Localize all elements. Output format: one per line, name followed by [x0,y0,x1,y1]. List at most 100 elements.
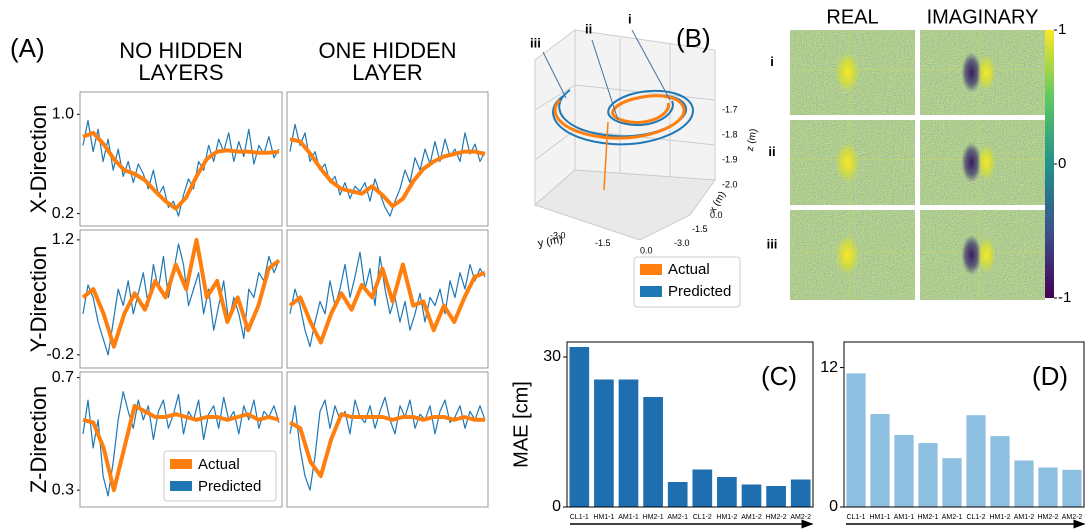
row-label: ii [768,144,775,159]
legend-label: Predicted [668,283,731,300]
bar [594,380,614,508]
x-tick-label: HM2-1 [643,514,664,521]
x-tick-label: HM2-1 [917,514,938,521]
bar [918,443,937,507]
x-tick-label: HM2-2 [1037,514,1058,521]
bar [846,373,865,507]
colorbar-tick-label: 1 [1058,21,1066,38]
row-label: Y-Direction [26,246,51,353]
x-tick-label: HM1-2 [989,514,1010,521]
blob [836,235,860,275]
bar [870,414,889,507]
x-tick-label: CL1-2 [966,514,985,521]
tick-label-3d: -1.5 [595,238,611,248]
x-tick-label: AM1-1 [618,514,639,521]
bar [1062,470,1081,507]
x-tick-label: CL1-1 [570,514,589,521]
y-tick-label: 0.7 [52,369,74,386]
bar [742,485,762,508]
y-tick-label: 30 [543,348,561,365]
tick-label-3d: -1.8 [722,129,738,139]
tick-label-3d: -1.9 [722,154,738,164]
column-header: LAYER [352,60,423,85]
bar [717,477,737,507]
legend-swatch [170,459,192,469]
y-axis-label: MAE [cm] [510,381,532,468]
figure: (A)NO HIDDENLAYERSONE HIDDENLAYERX-Direc… [0,0,1086,529]
blob [978,55,996,91]
panel-label: (A) [10,33,45,63]
bar [766,486,786,507]
legend-label: Actual [668,261,710,278]
x-tick-label: AM2-2 [1062,514,1083,521]
row-label: iii [767,236,778,251]
row-label: i [770,54,774,69]
bar [692,470,712,508]
z-axis-label: z (m) [745,128,760,152]
bar [668,482,688,507]
y-tick-label: -0.2 [46,346,74,363]
y-tick-label: 1.2 [52,231,74,248]
legend-label: Actual [198,456,240,473]
legend-swatch [640,286,662,297]
x-tick-label: CL1-1 [846,514,865,521]
y-tick-label: 0.3 [52,481,74,498]
blob [836,143,860,183]
column-header: LAYERS [138,60,223,85]
bar [619,380,639,508]
bar [966,415,985,507]
tick-label-3d: -1.5 [692,224,708,234]
colorbar [1045,30,1054,298]
legend-label: Predicted [198,478,261,495]
panel-label: (B) [676,23,711,53]
tick-label-3d: -2.0 [722,179,738,189]
annotation: ii [585,21,592,36]
annotation: iii [530,35,541,50]
x-tick-label: AM1-2 [741,514,762,521]
legend-swatch [640,264,662,275]
x-tick-label: HM1-1 [593,514,614,521]
x-tick-label: CL1-2 [693,514,712,521]
x-axis-label: x (m) [707,190,728,215]
blob [978,237,996,273]
row-label: X-Direction [26,105,51,214]
tick-label-3d: -3.0 [674,238,690,248]
column-header: REAL [826,6,878,28]
bar [894,435,913,507]
x-tick-label: AM2-2 [790,514,811,521]
legend-swatch [170,481,192,491]
bar [569,347,589,507]
colorbar-tick-label: 0 [1058,155,1066,172]
bar [990,436,1009,507]
y-tick-label: 12 [820,359,838,376]
row-label: Z-Direction [26,386,51,494]
panel-label: (D) [1032,361,1068,391]
bar [942,458,961,507]
plot-frame [80,230,282,368]
y-axis-label: y (m) [537,234,564,250]
x-tick-label: AM1-2 [1014,514,1035,521]
colorbar-tick-label: -1 [1058,289,1071,306]
x-tick-label: HM1-1 [869,514,890,521]
box-3d [535,30,715,240]
bar [1038,467,1057,507]
column-header: IMAGINARY [927,6,1039,28]
annotation: i [628,11,632,26]
y-tick-label: 0.2 [52,205,74,222]
x-tick-label: AM1-1 [894,514,915,521]
x-tick-label: AM2-1 [667,514,688,521]
x-tick-label: AM2-1 [942,514,963,521]
x-tick-label: HM1-2 [716,514,737,521]
bar [791,480,811,508]
blob [836,53,860,93]
tick-label-3d: 0.0 [640,245,653,255]
x-tick-label: HM2-2 [766,514,787,521]
y-tick-label: 0 [829,498,838,515]
tick-label-3d: -1.7 [722,104,738,114]
bar [1014,461,1033,507]
panel-label: (C) [761,361,797,391]
bar [643,397,663,507]
y-tick-label: 0 [552,498,561,515]
y-tick-label: 1.0 [52,106,74,123]
blob [978,145,996,181]
